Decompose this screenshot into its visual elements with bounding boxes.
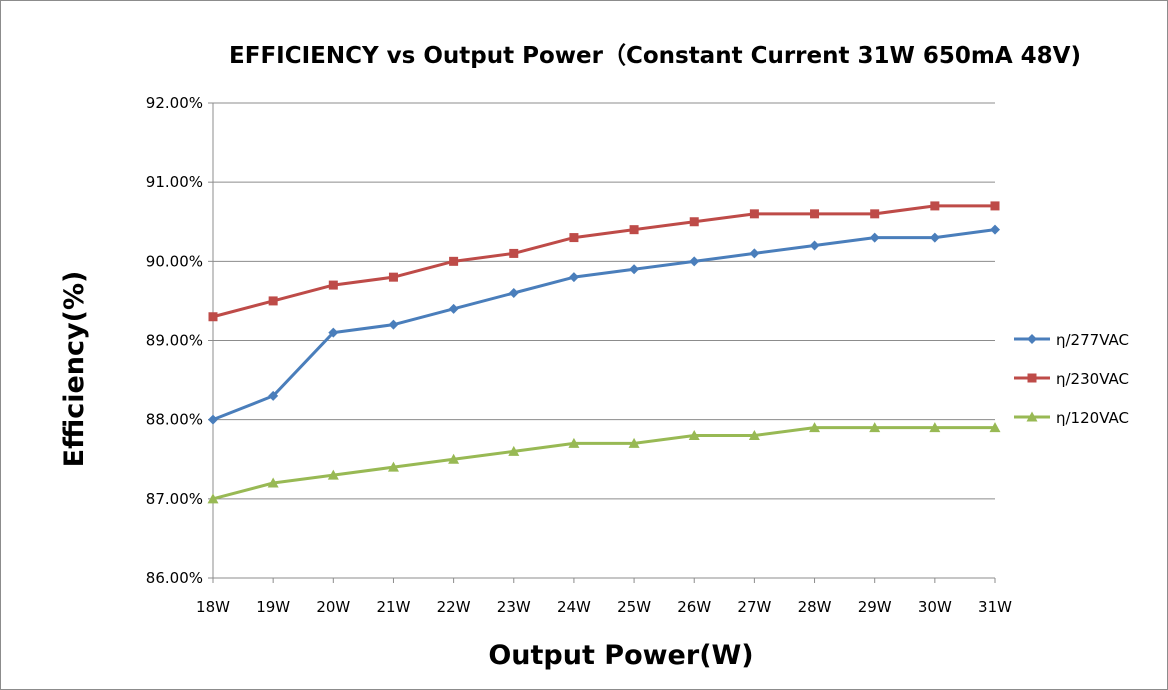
series-line xyxy=(212,426,995,501)
data-point xyxy=(869,232,880,243)
x-tick-label: 23W xyxy=(497,598,531,616)
x-tick-label: 29W xyxy=(858,598,892,616)
x-tick-label: 20W xyxy=(316,598,350,616)
y-axis-title: Efficiency(%) xyxy=(59,271,90,468)
x-tick-label: 27W xyxy=(737,598,771,616)
x-axis-title: Output Power(W) xyxy=(488,640,753,671)
data-point xyxy=(449,256,459,266)
data-point xyxy=(268,296,278,306)
data-point xyxy=(930,201,940,211)
data-point xyxy=(629,225,639,235)
data-point xyxy=(929,422,941,433)
x-tick-label: 24W xyxy=(557,598,591,616)
legend: η/277VAC η/230VAC η/120VAC xyxy=(1014,331,1129,427)
x-tick-label: 22W xyxy=(437,598,471,616)
series-2 xyxy=(208,201,1000,322)
y-tick-label: 86.00% xyxy=(146,569,203,587)
legend-entry: η/277VAC xyxy=(1014,331,1129,349)
legend-label: η/120VAC xyxy=(1056,409,1129,427)
data-point xyxy=(508,288,519,298)
data-point xyxy=(388,319,399,330)
data-point xyxy=(688,430,700,440)
data-point xyxy=(749,209,759,219)
y-tick-label: 87.00% xyxy=(146,490,203,508)
data-point xyxy=(749,248,760,259)
data-point xyxy=(809,240,820,251)
legend-label: η/230VAC xyxy=(1056,370,1129,388)
x-tick-label: 28W xyxy=(798,598,832,616)
data-point xyxy=(268,390,279,401)
data-point xyxy=(989,422,1001,433)
legend-label: η/277VAC xyxy=(1056,331,1129,349)
data-point xyxy=(208,414,218,425)
data-point xyxy=(569,233,579,243)
series-3 xyxy=(207,422,1001,504)
x-tick-label: 26W xyxy=(677,598,711,616)
data-point xyxy=(689,256,700,267)
data-point xyxy=(568,272,579,283)
data-point xyxy=(327,469,339,480)
y-tick-labels: 86.00% 87.00% 88.00% 89.00% 90.00% 91.00% 92.0… xyxy=(146,94,203,587)
x-tick-label: 19W xyxy=(256,598,290,616)
data-point xyxy=(689,217,699,227)
data-point xyxy=(748,430,760,440)
legend-swatch-marker xyxy=(1026,411,1038,422)
data-point xyxy=(629,264,640,275)
x-tick-label: 30W xyxy=(918,598,952,616)
data-point xyxy=(990,201,1000,211)
data-point xyxy=(509,248,519,258)
data-point xyxy=(448,453,460,464)
y-tick-label: 91.00% xyxy=(146,173,203,191)
legend-swatch-marker xyxy=(1027,373,1037,383)
x-tick-labels: 18W 19W 20W 21W 22W 23W 24W 25W 26W 27W 28W 29W 30W 3… xyxy=(196,598,1012,616)
y-tick-label: 89.00% xyxy=(146,332,203,350)
y-tick-label: 92.00% xyxy=(146,94,203,112)
data-point xyxy=(628,437,640,448)
data-point xyxy=(388,272,398,282)
data-point xyxy=(869,422,881,433)
axes xyxy=(208,102,996,583)
data-point xyxy=(870,209,880,219)
series-1 xyxy=(208,224,1000,425)
data-point xyxy=(328,327,339,338)
legend-entry: η/230VAC xyxy=(1014,370,1129,388)
data-point xyxy=(929,232,940,243)
data-point xyxy=(267,477,279,488)
chart-title: EFFICIENCY vs Output Power（Constant Curr… xyxy=(229,42,1081,69)
x-tick-label: 18W xyxy=(196,598,230,616)
data-point xyxy=(448,303,459,314)
data-point xyxy=(207,493,219,504)
gridlines xyxy=(213,102,995,579)
data-point xyxy=(387,461,399,472)
x-tick-label: 25W xyxy=(617,598,651,616)
series-line xyxy=(212,204,995,319)
data-point xyxy=(328,280,338,290)
data-point xyxy=(508,445,520,456)
data-point xyxy=(810,209,820,219)
x-tick-label: 21W xyxy=(377,598,411,616)
data-point xyxy=(990,224,1000,235)
x-tick-label: 31W xyxy=(978,598,1012,616)
data-point xyxy=(568,437,580,448)
y-tick-label: 90.00% xyxy=(146,252,203,270)
data-point xyxy=(208,312,218,322)
legend-swatch-marker xyxy=(1027,334,1037,344)
legend-entry: η/120VAC xyxy=(1014,409,1129,427)
data-point xyxy=(809,422,821,433)
series-line xyxy=(212,228,996,422)
y-tick-label: 88.00% xyxy=(146,411,203,429)
series xyxy=(207,201,1001,504)
